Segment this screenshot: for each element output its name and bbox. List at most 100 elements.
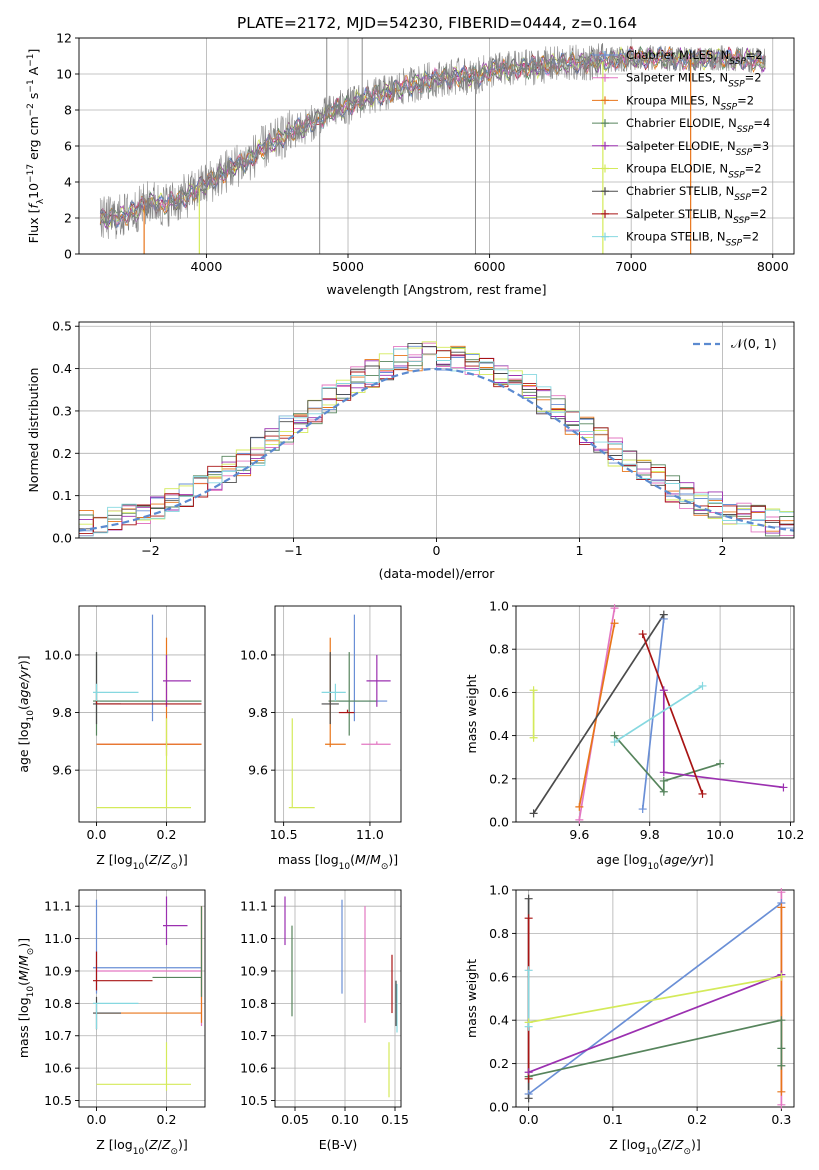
label-part: )]: [704, 852, 714, 867]
label-part: M: [355, 852, 366, 867]
label-part: Salpeter ELODIE, N: [626, 139, 736, 153]
panel-residuals: −2 −1 0 1 2 0.0 0.1 0.2 0.3 0.4 0.5 𝒩(0, 1) (data-mo…: [26, 319, 795, 581]
label-part: =2: [742, 230, 759, 244]
y-tick-label: 11.1: [240, 899, 268, 914]
y-tick-label: 11.0: [44, 931, 72, 946]
weight-marker: [524, 1074, 533, 1083]
y-tick-label: 9.6: [52, 763, 72, 778]
x-tick-label: 0.0: [519, 1112, 539, 1127]
y-tick-label: 0.3: [52, 403, 72, 418]
y-tick-label: 10.9: [240, 963, 268, 978]
legend-marker: [601, 187, 609, 196]
weight-line: [528, 1019, 783, 1078]
label-part: Salpeter MILES, N: [626, 71, 728, 85]
x-tick-label: 0: [433, 543, 441, 558]
y-tick-label: 0.8: [489, 926, 509, 941]
figure-title: PLATE=2172, MJD=54230, FIBERID=0444, z=0…: [237, 14, 637, 32]
y-tick-label: 0.0: [489, 815, 509, 830]
label-part: M: [16, 970, 31, 981]
legend-label: Kroupa ELODIE, NSSP=2: [626, 162, 762, 181]
weight-marker: [610, 619, 619, 628]
errorbar-point: [288, 718, 315, 809]
errorbar-point: [163, 896, 188, 946]
label-part: Kroupa MILES, N: [626, 93, 721, 107]
y-tick-label: 0.6: [489, 685, 509, 700]
label-part: SSP: [734, 193, 751, 203]
y-tick-label: 0.0: [52, 531, 72, 546]
label-part: )]: [16, 655, 31, 665]
legend-marker: [601, 209, 609, 218]
x-tick-label: 0.05: [281, 1112, 309, 1127]
label-part: Z: [161, 1137, 171, 1152]
label-part: 10: [26, 710, 36, 722]
x-tick-label: 8000: [757, 259, 789, 274]
y-tick-label: 10.6: [240, 1061, 268, 1076]
y-tick-label: 0.2: [52, 446, 72, 461]
label-part: (: [144, 1137, 149, 1152]
label-part: SSP: [729, 57, 746, 67]
y-tick-label: 8: [64, 103, 72, 118]
label-part: /: [16, 965, 31, 970]
label-part: )]: [388, 852, 398, 867]
label-part: Chabrier STELIB, N: [626, 184, 734, 198]
weight-line: [528, 902, 782, 1095]
label-part: 10: [648, 862, 660, 872]
weight-marker: [777, 1087, 786, 1096]
y-tick-label: 0.4: [489, 728, 509, 743]
legend-label: Chabrier STELIB, NSSP=2: [626, 184, 768, 203]
label-part: −17: [26, 164, 36, 183]
panel-z-age: 0.0 0.29.69.810.0Z [log10(Z/Z⊙)]age [log1…: [16, 605, 206, 872]
x-tick-label: 5000: [332, 259, 364, 274]
legend-label: Kroupa STELIB, NSSP=2: [626, 230, 759, 249]
label-part: 10: [339, 862, 351, 872]
y-tick-label: 0.1: [52, 488, 72, 503]
normal-curve: [79, 367, 794, 532]
weight-marker: [777, 1016, 786, 1025]
axes-frame: [515, 889, 795, 1108]
label-part: (: [657, 1137, 662, 1152]
y-tick-label: 10.8: [44, 996, 72, 1011]
y-tick-label: 10.9: [44, 963, 72, 978]
errorbar-point: [93, 996, 121, 1030]
weight-marker: [524, 894, 533, 903]
label-part: ⊙: [683, 1147, 691, 1157]
x-axis-label: Z [log10(Z/Z⊙)]: [609, 1137, 701, 1157]
x-axis-label: E(B-V): [319, 1137, 358, 1152]
weight-marker: [524, 1022, 533, 1031]
weight-marker: [638, 630, 647, 639]
y-tick-label: 1.0: [489, 599, 509, 614]
axes-frame: [274, 605, 402, 823]
y-tick-label: 0.4: [489, 1013, 509, 1028]
y-tick-label: 10.0: [44, 647, 72, 662]
legend-marker: [601, 73, 609, 82]
x-tick-label: 0.2: [687, 1112, 707, 1127]
weight-marker: [659, 610, 668, 619]
label-part: age [log: [596, 852, 647, 867]
label-part: SSP: [726, 239, 743, 249]
plot-area: [93, 614, 202, 809]
legend-marker: [601, 119, 609, 128]
label-part: 10: [26, 183, 41, 199]
y-tick-label: 2: [64, 211, 72, 226]
legend-label: Chabrier MILES, NSSP=2: [626, 48, 763, 67]
weight-marker: [610, 738, 619, 747]
x-tick-label: −1: [284, 543, 302, 558]
errorbar-point: [93, 683, 139, 702]
label-part: )]: [178, 1137, 188, 1152]
y-axis-label: age [log10(age/yr)]: [16, 655, 36, 772]
errorbar-point: [93, 951, 153, 991]
label-part: SSP: [721, 102, 738, 112]
weight-marker: [529, 733, 538, 742]
errorbar-point: [366, 654, 391, 707]
label-part: s: [26, 93, 41, 104]
weight-line: [532, 614, 665, 814]
label-part: age/yr: [664, 852, 705, 867]
label-part: (: [144, 852, 149, 867]
label-part: /: [671, 1137, 676, 1152]
y-tick-label: 10.6: [44, 1061, 72, 1076]
legend-label: 𝒩(0, 1): [731, 336, 777, 351]
y-tick-label: 4: [64, 175, 72, 190]
